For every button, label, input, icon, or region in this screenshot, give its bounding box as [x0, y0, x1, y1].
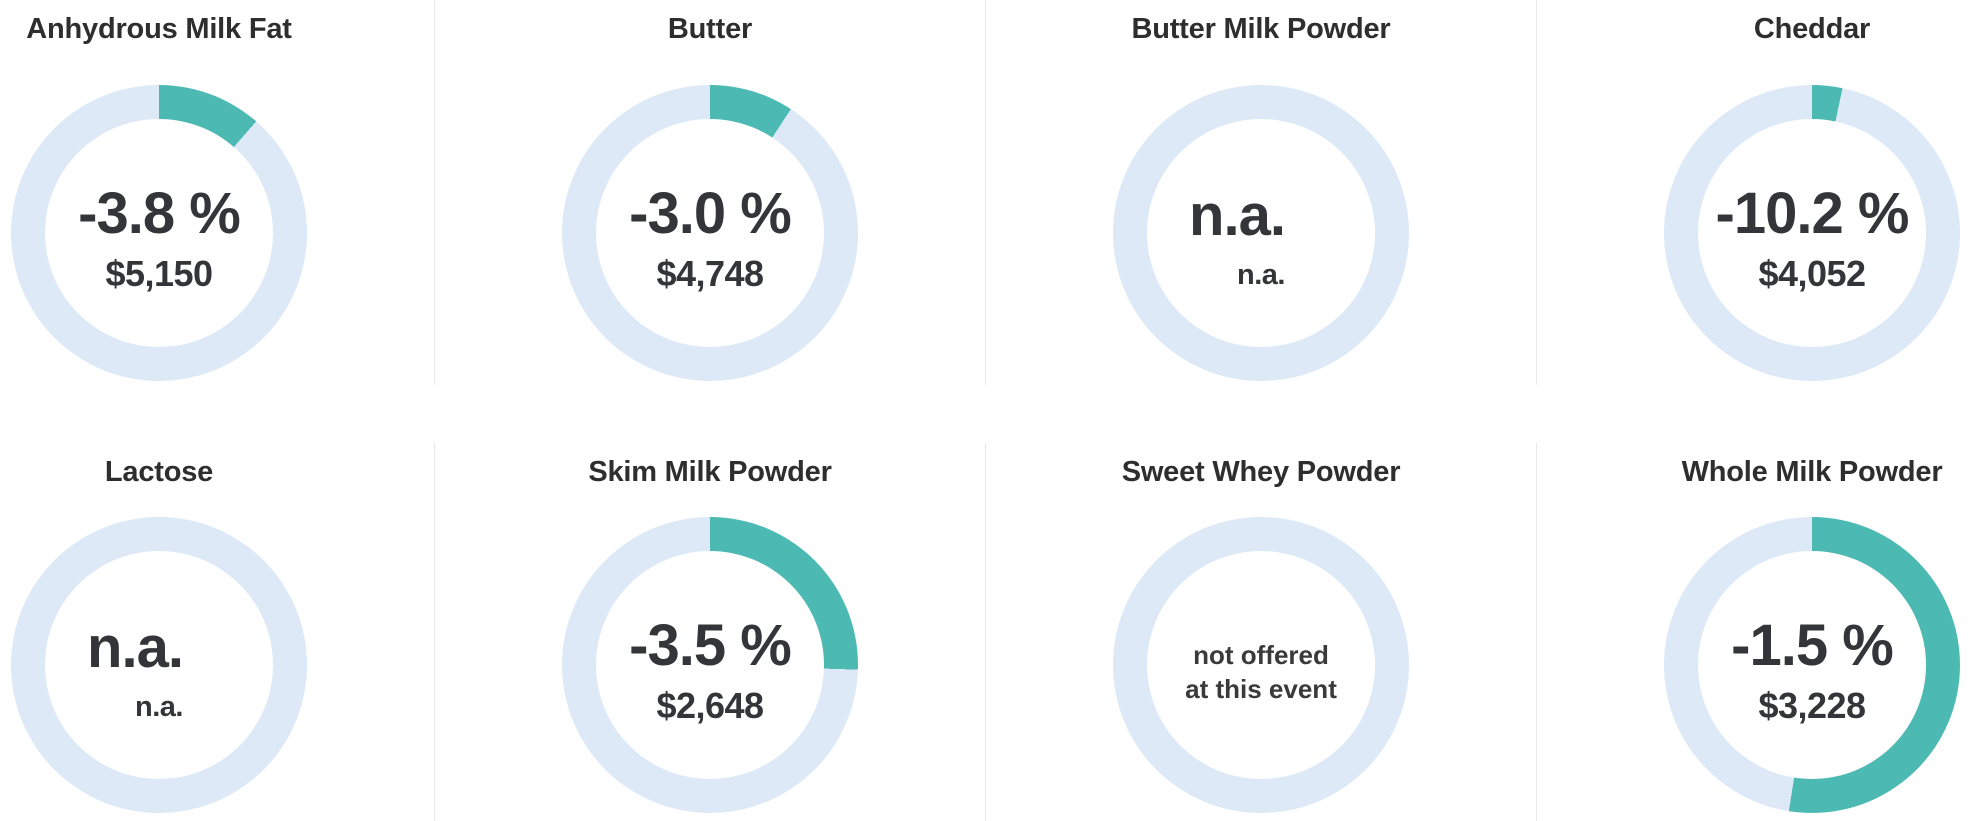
not-offered-line-2: at this event — [1185, 674, 1337, 704]
price-value: $2,648 — [656, 685, 764, 727]
donut-chart: -3.5 % $2,648 — [562, 517, 858, 813]
donut-chart: -3.8 % $5,150 — [11, 85, 307, 381]
donut-hole: -3.5 % $2,648 — [596, 551, 824, 779]
product-title: Whole Milk Powder — [1681, 456, 1943, 488]
product-title: Sweet Whey Powder — [1121, 456, 1401, 488]
product-card-anhydrous-milk-fat: Anhydrous Milk Fat -3.8 % $5,150 — [0, 0, 435, 385]
donut-chart: n.a. n.a. — [1113, 85, 1409, 381]
change-value: n.a. — [1189, 183, 1286, 249]
grid-row-2: Lactose n.a. n.a. Skim Milk Powder -3.5 … — [0, 443, 1969, 821]
donut-chart: n.a. n.a. — [11, 517, 307, 813]
product-card-butter: Butter -3.0 % $4,748 — [435, 0, 986, 385]
donut-hole: n.a. n.a. — [45, 551, 273, 779]
donut-hole: not offered at this event — [1147, 551, 1375, 779]
not-offered-note: not offered at this event — [1185, 638, 1337, 706]
donut-chart: -10.2 % $4,052 — [1664, 85, 1960, 381]
product-card-lactose: Lactose n.a. n.a. — [0, 443, 435, 821]
product-card-butter-milk-powder: Butter Milk Powder n.a. n.a. — [986, 0, 1537, 385]
donut-chart: not offered at this event — [1113, 517, 1409, 813]
product-card-whole-milk-powder: Whole Milk Powder -1.5 % $3,228 — [1537, 443, 1969, 821]
price-value: n.a. — [1237, 259, 1285, 292]
product-title: Butter Milk Powder — [1131, 13, 1391, 45]
donut-chart: -1.5 % $3,228 — [1664, 517, 1960, 813]
product-card-sweet-whey-powder: Sweet Whey Powder not offered at this ev… — [986, 443, 1537, 821]
price-value: n.a. — [135, 691, 183, 724]
product-title: Skim Milk Powder — [588, 456, 832, 488]
grid-row-1: Anhydrous Milk Fat -3.8 % $5,150 Butter … — [0, 0, 1969, 385]
product-title: Anhydrous Milk Fat — [26, 13, 292, 45]
change-value: -10.2 % — [1715, 181, 1910, 247]
price-value: $3,228 — [1758, 685, 1866, 727]
product-title: Butter — [667, 13, 753, 45]
product-card-skim-milk-powder: Skim Milk Powder -3.5 % $2,648 — [435, 443, 986, 821]
product-title: Cheddar — [1753, 13, 1871, 45]
donut-hole: -10.2 % $4,052 — [1698, 119, 1926, 347]
donut-hole: -3.0 % $4,748 — [596, 119, 824, 347]
price-value: $4,052 — [1758, 253, 1866, 295]
price-value: $4,748 — [656, 253, 764, 295]
product-card-cheddar: Cheddar -10.2 % $4,052 — [1537, 0, 1969, 385]
not-offered-line-1: not offered — [1193, 640, 1329, 670]
donut-hole: n.a. n.a. — [1147, 119, 1375, 347]
change-value: n.a. — [87, 615, 184, 681]
product-title: Lactose — [104, 456, 214, 488]
change-value: -1.5 % — [1731, 613, 1894, 679]
change-value: -3.5 % — [629, 613, 792, 679]
change-value: -3.0 % — [629, 181, 792, 247]
donut-chart: -3.0 % $4,748 — [562, 85, 858, 381]
donut-hole: -3.8 % $5,150 — [45, 119, 273, 347]
donut-hole: -1.5 % $3,228 — [1698, 551, 1926, 779]
change-value: -3.8 % — [78, 181, 241, 247]
price-value: $5,150 — [105, 253, 213, 295]
